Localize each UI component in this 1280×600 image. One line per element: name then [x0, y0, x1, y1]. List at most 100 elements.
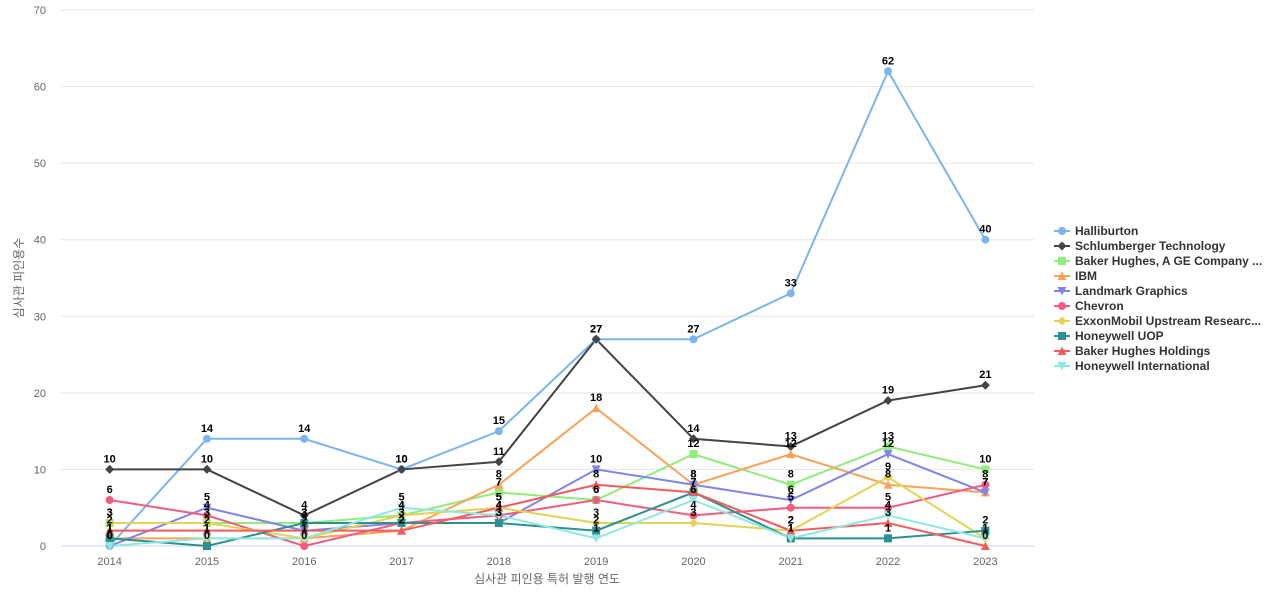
data-point[interactable] — [202, 503, 212, 513]
data-point[interactable] — [786, 480, 795, 489]
data-point[interactable] — [105, 464, 115, 474]
legend-item[interactable]: Baker Hughes Holdings — [1054, 344, 1211, 358]
legend-item[interactable]: Honeywell UOP — [1054, 329, 1164, 343]
data-point[interactable] — [592, 496, 601, 505]
data-point[interactable] — [202, 464, 212, 474]
data-point[interactable] — [689, 335, 698, 344]
data-point[interactable] — [397, 526, 407, 535]
data-point[interactable] — [981, 465, 990, 474]
data-point[interactable] — [494, 511, 504, 520]
data-point[interactable] — [494, 488, 503, 497]
data-point[interactable] — [494, 480, 504, 489]
data-point[interactable] — [300, 542, 309, 550]
data-point[interactable] — [883, 511, 893, 520]
data-point[interactable] — [688, 496, 698, 505]
data-point[interactable] — [202, 526, 212, 535]
data-point[interactable] — [884, 534, 893, 543]
data-point[interactable] — [397, 503, 407, 513]
data-point[interactable] — [299, 510, 309, 520]
legend-marker — [1058, 332, 1066, 340]
data-point[interactable] — [591, 403, 601, 413]
legend-marker — [1057, 271, 1067, 280]
data-point[interactable] — [883, 518, 893, 528]
data-point[interactable] — [980, 541, 990, 551]
legend-item[interactable]: Chevron — [1054, 299, 1124, 313]
data-point[interactable] — [397, 510, 407, 520]
data-label: 5 — [398, 492, 404, 504]
data-point[interactable] — [981, 235, 990, 244]
data-point[interactable] — [884, 503, 893, 512]
data-point[interactable] — [980, 380, 990, 390]
data-point[interactable] — [202, 518, 212, 528]
data-point[interactable] — [494, 519, 503, 528]
data-point[interactable] — [981, 480, 990, 489]
data-point[interactable] — [105, 518, 115, 528]
data-point[interactable] — [786, 449, 796, 459]
data-point[interactable] — [786, 503, 795, 512]
data-point[interactable] — [786, 496, 796, 505]
data-point[interactable] — [494, 457, 504, 467]
data-point[interactable] — [884, 67, 893, 76]
data-point[interactable] — [786, 526, 796, 535]
data-point[interactable] — [591, 334, 601, 344]
legend-item[interactable]: Honeywell International — [1054, 359, 1210, 373]
series-line[interactable] — [109, 498, 986, 547]
series-line[interactable] — [109, 406, 986, 540]
data-point[interactable] — [397, 464, 407, 474]
data-label: 2 — [982, 515, 988, 527]
data-point[interactable] — [786, 534, 796, 543]
data-point[interactable] — [592, 526, 601, 535]
data-point[interactable] — [883, 480, 893, 489]
data-point[interactable] — [202, 534, 212, 543]
data-point[interactable] — [494, 427, 503, 436]
data-point[interactable] — [300, 434, 309, 443]
data-point[interactable] — [202, 511, 211, 520]
data-point[interactable] — [105, 496, 114, 505]
legend-item[interactable]: Schlumberger Technology — [1054, 239, 1226, 253]
data-point[interactable] — [981, 526, 990, 535]
data-point[interactable] — [883, 472, 893, 482]
data-point[interactable] — [591, 534, 601, 543]
data-point[interactable] — [105, 534, 114, 543]
data-point[interactable] — [591, 480, 601, 489]
legend-item[interactable]: Landmark Graphics — [1054, 284, 1188, 298]
data-point[interactable] — [883, 450, 893, 459]
data-point[interactable] — [300, 519, 309, 528]
data-point[interactable] — [299, 534, 309, 543]
data-point[interactable] — [689, 450, 698, 459]
series-line[interactable] — [109, 453, 986, 547]
data-point[interactable] — [884, 442, 893, 451]
data-point[interactable] — [591, 465, 601, 474]
data-point[interactable] — [689, 511, 698, 520]
data-point[interactable] — [688, 487, 698, 497]
legend-item[interactable]: ExxonMobil Upstream Researc... — [1054, 314, 1261, 328]
data-label: 4 — [885, 499, 892, 511]
data-point[interactable] — [688, 434, 698, 444]
legend-item[interactable]: IBM — [1054, 269, 1097, 283]
data-point[interactable] — [299, 526, 309, 535]
y-tick-label: 40 — [34, 235, 46, 247]
data-point[interactable] — [688, 480, 698, 490]
legend-item[interactable]: Halliburton — [1054, 224, 1138, 238]
data-point[interactable] — [786, 441, 796, 451]
data-point[interactable] — [591, 518, 601, 528]
data-point[interactable] — [105, 542, 115, 551]
data-point[interactable] — [202, 434, 211, 443]
legend-item[interactable]: Baker Hughes, A GE Company ... — [1054, 254, 1262, 268]
data-point[interactable] — [105, 526, 115, 535]
data-point[interactable] — [397, 519, 406, 528]
data-label: 0 — [301, 530, 307, 542]
data-point[interactable] — [980, 488, 990, 497]
data-point[interactable] — [202, 542, 211, 550]
series-line[interactable] — [108, 69, 987, 547]
data-label: 2 — [107, 515, 113, 527]
series-line[interactable] — [109, 337, 986, 517]
data-point[interactable] — [883, 396, 893, 406]
data-point[interactable] — [688, 518, 698, 528]
data-point[interactable] — [494, 503, 504, 512]
data-label: 4 — [398, 499, 405, 511]
data-point[interactable] — [980, 534, 990, 543]
data-label: 8 — [982, 469, 988, 481]
data-point[interactable] — [786, 289, 795, 298]
